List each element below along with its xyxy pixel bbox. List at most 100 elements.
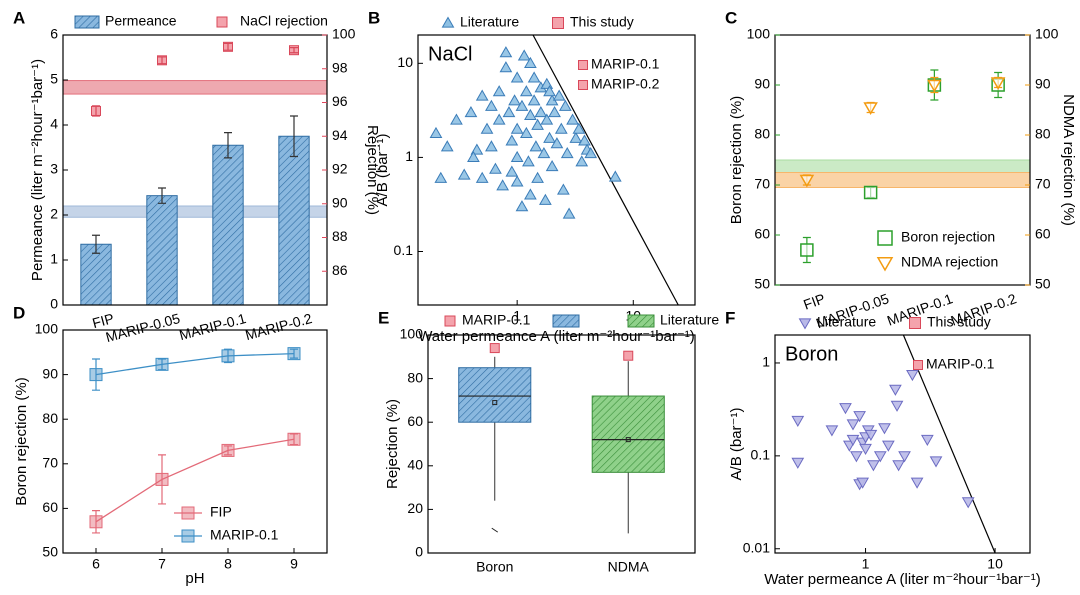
y-tick-label: 40 <box>407 457 423 473</box>
y2-tick-label: 92 <box>332 161 348 177</box>
point <box>489 343 500 354</box>
point <box>434 171 448 183</box>
legend-swatch <box>444 315 456 327</box>
point <box>560 147 574 159</box>
point <box>475 171 489 183</box>
x-tick-label: 7 <box>158 556 166 572</box>
y-tick-label: 0.1 <box>751 447 771 463</box>
point <box>892 460 905 472</box>
y-tick-label: 5 <box>50 71 58 87</box>
y-tick-label: 1 <box>405 148 413 164</box>
point <box>527 71 541 83</box>
point <box>850 451 863 463</box>
y2-tick-label: 94 <box>332 127 348 143</box>
panel-label: D <box>13 303 25 322</box>
point <box>920 434 934 447</box>
error-bar <box>290 115 298 158</box>
error-bar <box>224 445 232 456</box>
point <box>552 89 566 101</box>
point <box>863 102 878 116</box>
point <box>572 122 586 134</box>
point <box>853 411 866 423</box>
y-axis-label: Boron rejection (%) <box>728 96 745 224</box>
point <box>489 162 502 174</box>
y-tick-label: 60 <box>42 499 58 515</box>
legend-label: Permeance <box>105 13 177 29</box>
error-bar <box>92 105 100 117</box>
y2-axis-label: Rejection (%) <box>364 125 381 215</box>
legend-swatch <box>798 318 812 330</box>
point <box>440 140 454 152</box>
point <box>529 140 543 152</box>
x-tick-label: 1 <box>513 308 521 324</box>
y-tick-label: 20 <box>407 500 423 516</box>
point <box>557 183 570 195</box>
legend-swatch <box>876 257 894 272</box>
legend-swatch <box>627 314 655 328</box>
point <box>517 49 531 61</box>
legend-label: MARIP-0.2 <box>591 76 660 92</box>
point <box>221 443 235 457</box>
error-bar <box>290 433 298 446</box>
y2-tick-label: 70 <box>1035 176 1051 192</box>
y-tick-label: 50 <box>754 276 770 292</box>
band <box>62 80 328 95</box>
y-tick-label: 0 <box>50 296 58 312</box>
y2-tick-label: 90 <box>332 194 348 210</box>
point <box>791 415 805 428</box>
legend-label: Literature <box>817 314 876 330</box>
point <box>485 99 498 111</box>
error-bar <box>158 56 166 65</box>
point <box>524 56 537 68</box>
point <box>846 419 860 431</box>
boundary-line <box>902 334 996 554</box>
x-tick-label: NDMA <box>608 559 650 575</box>
point <box>89 368 103 382</box>
plot-frame <box>62 329 328 554</box>
y-tick-label: 0 <box>415 544 423 560</box>
point <box>554 122 568 134</box>
point <box>502 106 516 118</box>
point <box>475 89 489 101</box>
x-axis-label: pH <box>185 570 204 587</box>
point <box>429 126 443 139</box>
point <box>508 94 521 106</box>
legend-label: FIP <box>210 504 232 520</box>
x-tick-label: FIP <box>91 310 116 331</box>
band <box>774 159 1031 173</box>
point <box>527 94 541 106</box>
point <box>890 400 904 412</box>
point <box>873 451 887 463</box>
x-tick-label: MARIP-0.05 <box>104 310 182 345</box>
point <box>578 134 591 146</box>
y2-tick-label: 90 <box>1035 76 1051 92</box>
y-axis-label: Permeance (liter m⁻²hour⁻¹bar⁻¹) <box>29 59 46 281</box>
point <box>510 175 524 187</box>
box <box>591 395 665 473</box>
legend-swatch <box>181 506 195 520</box>
legend-label: MARIP-0.1 <box>462 312 531 328</box>
annotation: NaCl <box>428 43 472 65</box>
point <box>524 188 537 200</box>
y-axis-label: Boron rejection (%) <box>13 377 30 505</box>
y2-tick-label: 98 <box>332 59 348 75</box>
y-axis-label: A/B (bar⁻¹) <box>728 408 745 481</box>
bar <box>278 135 310 306</box>
legend-swatch <box>216 16 228 28</box>
point <box>505 134 519 146</box>
line <box>95 438 295 523</box>
y-tick-label: 90 <box>42 365 58 381</box>
x-axis-label: Water permeance A (liter m⁻²hour⁻¹bar⁻¹) <box>418 328 695 345</box>
point <box>467 150 480 163</box>
y2-axis-label: NDMA rejection (%) <box>1060 94 1077 226</box>
legend-swatch <box>877 230 893 246</box>
error-bar <box>158 187 166 204</box>
point <box>575 155 589 167</box>
line <box>95 352 295 376</box>
x-axis-label: Water permeance A (liter m⁻²hour⁻¹bar⁻¹) <box>764 571 1041 588</box>
x-tick-label: 1 <box>862 556 870 572</box>
point <box>540 113 554 125</box>
point <box>566 113 579 125</box>
point <box>864 429 878 441</box>
point <box>519 126 533 139</box>
